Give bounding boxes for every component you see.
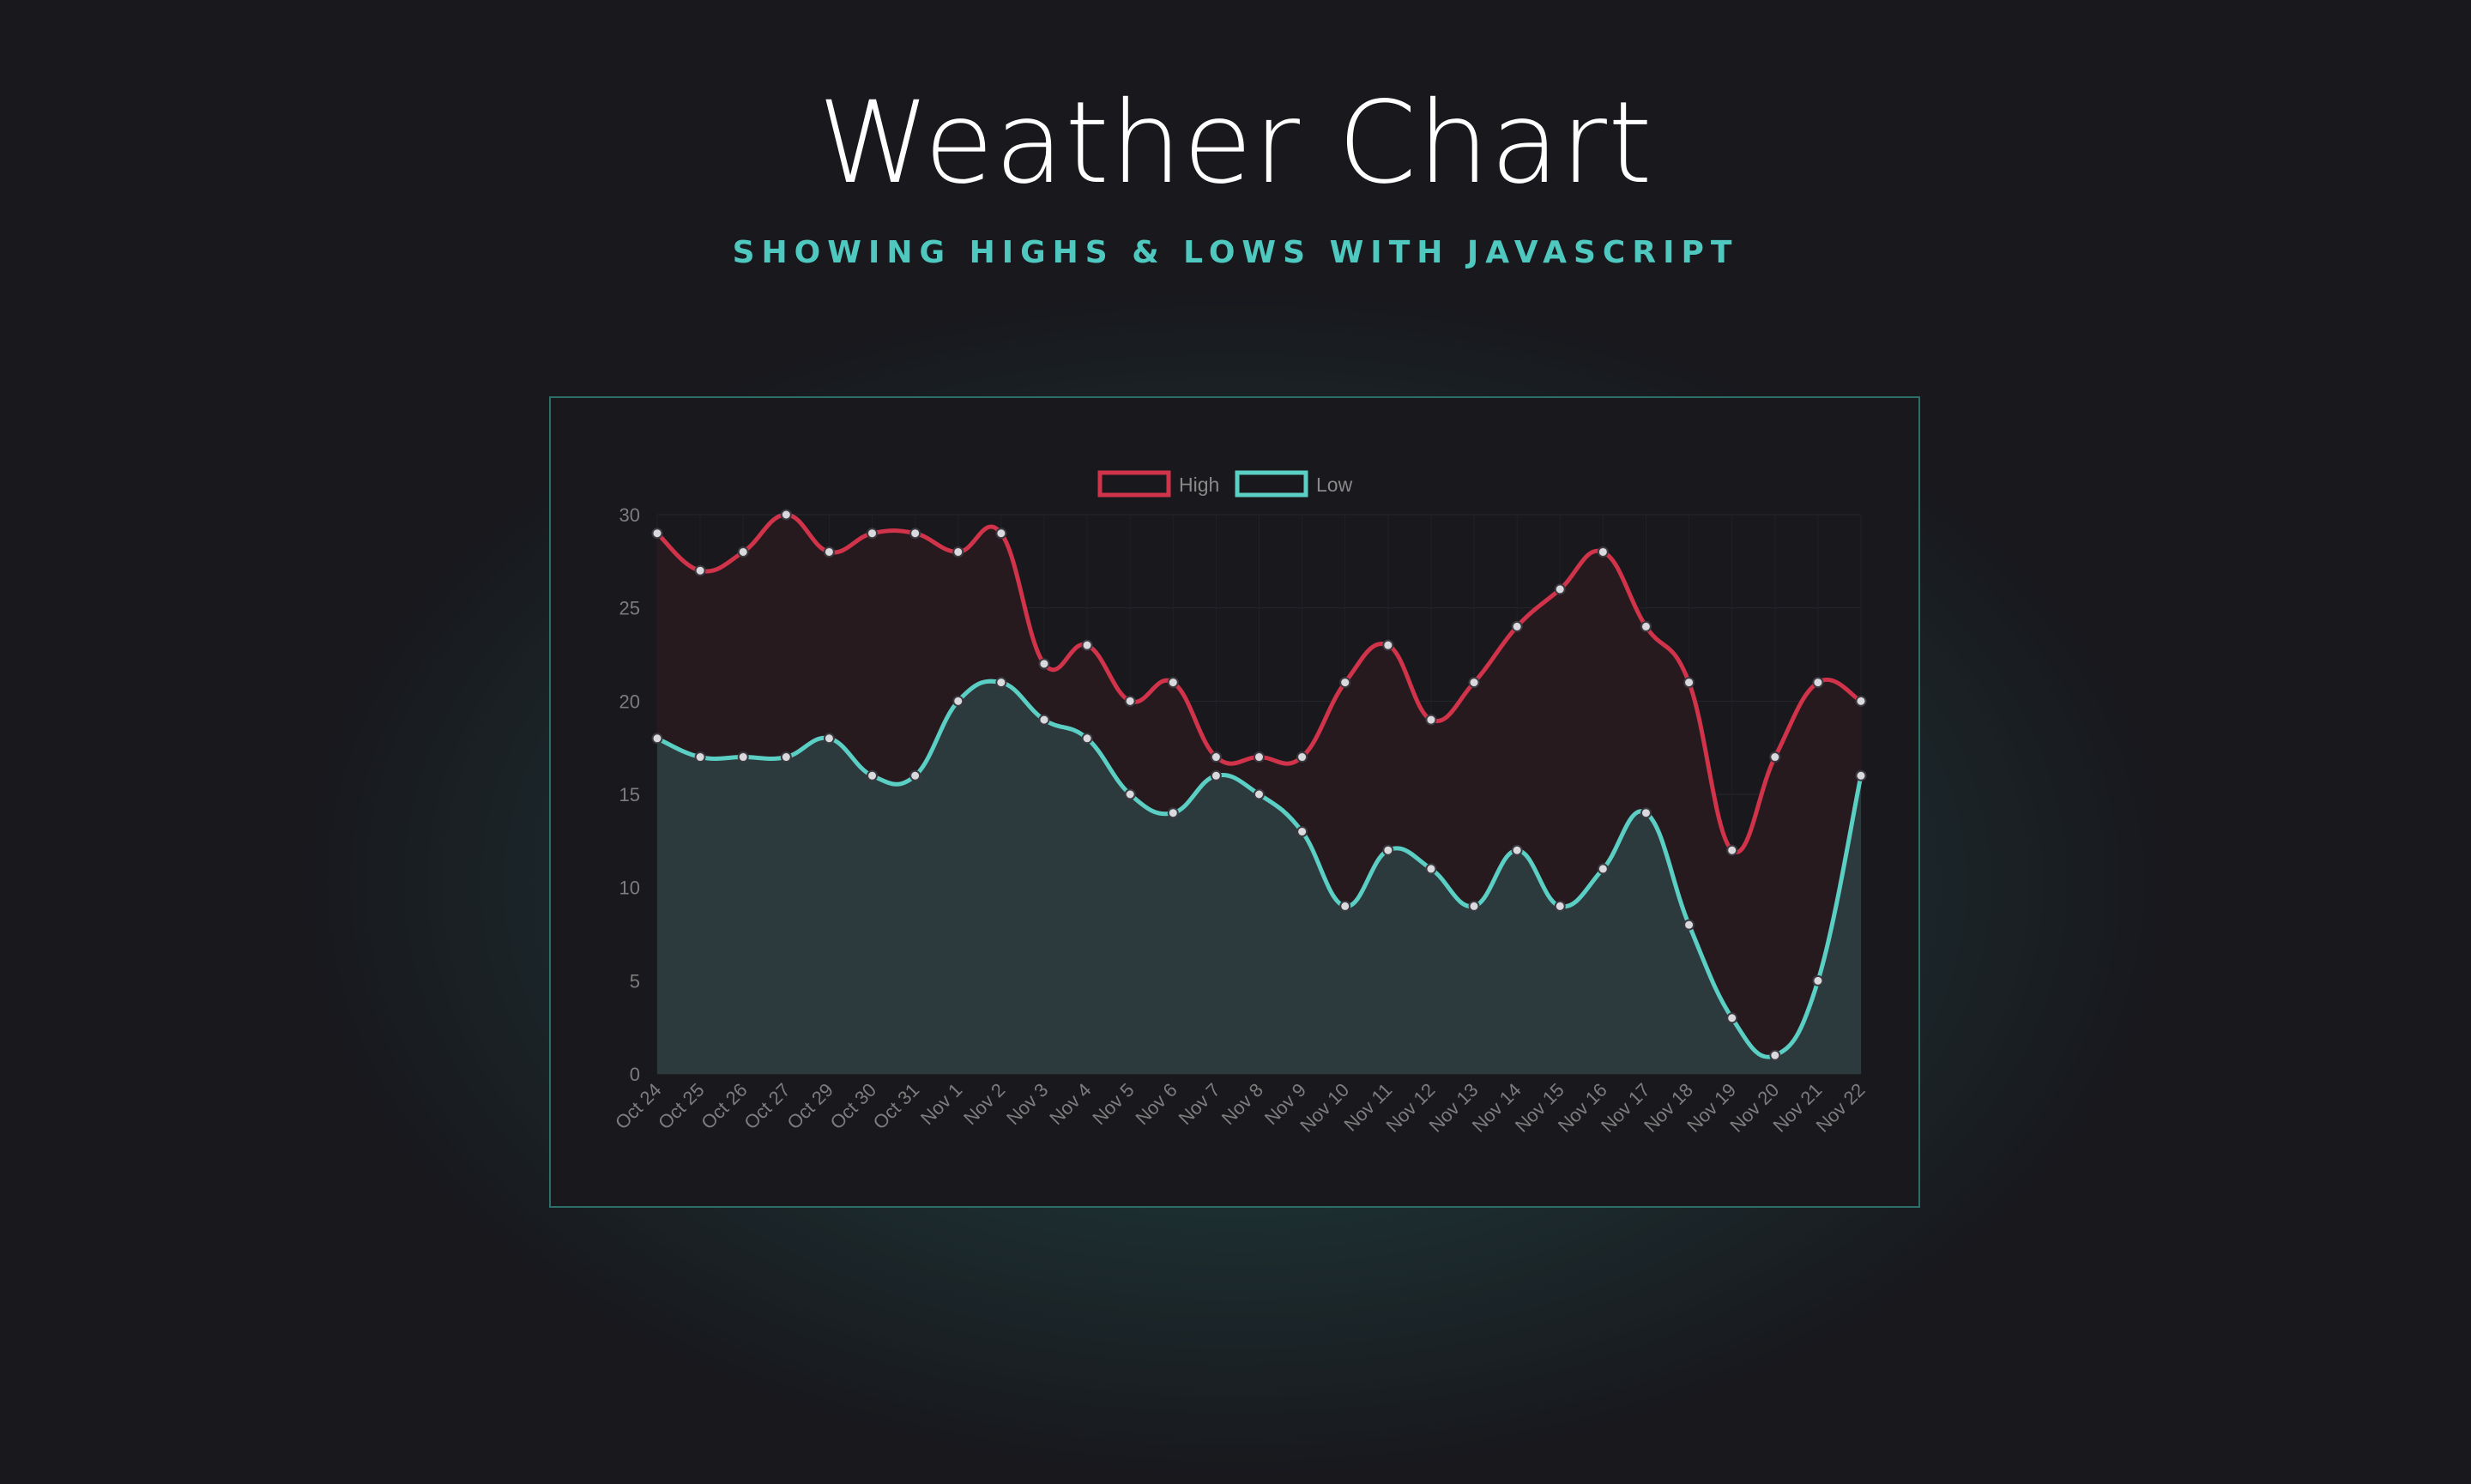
data-point-low <box>1382 844 1394 856</box>
y-tick-label: 10 <box>619 878 640 899</box>
data-point-high <box>1812 677 1824 689</box>
data-point-high <box>1855 695 1867 707</box>
data-point-high <box>1511 620 1523 632</box>
data-point-low <box>1339 900 1351 912</box>
y-tick-label: 30 <box>619 504 640 526</box>
data-point-low <box>952 695 964 707</box>
data-point-high <box>952 546 964 558</box>
data-point-high <box>1640 620 1652 632</box>
data-point-low <box>1124 788 1136 800</box>
data-point-low <box>1554 900 1566 912</box>
data-points <box>651 509 1867 1061</box>
x-tick-label: Nov 8 <box>1217 1079 1267 1129</box>
data-point-low <box>1167 807 1179 819</box>
data-point-low <box>737 751 749 763</box>
data-point-low <box>1468 900 1480 912</box>
data-point-high <box>1296 751 1308 763</box>
data-point-low <box>1597 863 1609 875</box>
data-point-low <box>1855 769 1867 781</box>
data-point-high <box>1683 677 1695 689</box>
data-point-high <box>995 528 1007 540</box>
data-point-high <box>1081 639 1093 651</box>
data-point-low <box>651 733 663 745</box>
data-point-high <box>780 509 792 521</box>
x-tick-label: Nov 7 <box>1175 1079 1224 1129</box>
data-point-high <box>694 564 706 576</box>
legend-label-high: High <box>1179 474 1219 496</box>
data-point-low <box>823 733 835 745</box>
x-tick-label: Oct 29 <box>782 1079 837 1134</box>
data-point-low <box>1511 844 1523 856</box>
x-tick-label: Nov 10 <box>1296 1079 1353 1137</box>
data-point-high <box>1167 677 1179 689</box>
data-point-low <box>1769 1049 1781 1061</box>
y-tick-label: 20 <box>619 691 640 712</box>
data-point-high <box>1769 751 1781 763</box>
data-point-high <box>1382 639 1394 651</box>
y-tick-label: 0 <box>630 1064 640 1085</box>
page-subtitle: SHOWING HIGHS & LOWS WITH JAVASCRIPT <box>732 235 1739 270</box>
x-tick-label: Nov 1 <box>916 1079 966 1129</box>
y-tick-label: 15 <box>619 784 640 805</box>
data-point-low <box>694 751 706 763</box>
data-point-high <box>823 546 835 558</box>
legend-label-low: Low <box>1316 474 1353 496</box>
data-point-low <box>1254 788 1265 800</box>
data-point-high <box>1210 751 1222 763</box>
data-point-high <box>1038 658 1050 670</box>
data-point-high <box>1254 751 1265 763</box>
data-point-high <box>1597 546 1609 558</box>
x-tick-label: Nov 22 <box>1812 1079 1870 1137</box>
data-point-low <box>1683 919 1695 931</box>
page-title: Weather Chart <box>818 77 1653 209</box>
x-tick-label: Nov 2 <box>959 1079 1009 1129</box>
data-point-low <box>1812 974 1824 986</box>
x-tick-label: Oct 25 <box>654 1079 709 1134</box>
data-point-low <box>995 677 1007 689</box>
data-point-low <box>1296 825 1308 837</box>
x-tick-label: Nov 4 <box>1045 1079 1095 1129</box>
y-axis-ticks: 0 5 10 15 20 25 30 <box>619 504 640 1085</box>
data-point-high <box>867 528 879 540</box>
data-point-high <box>651 528 663 540</box>
x-tick-label: Oct 31 <box>869 1079 924 1134</box>
x-tick-label: Nov 3 <box>1002 1079 1052 1129</box>
x-tick-label: Oct 27 <box>740 1079 794 1134</box>
data-point-high <box>1554 583 1566 595</box>
data-point-high <box>1726 844 1738 856</box>
area-fill-low <box>657 681 1861 1074</box>
x-tick-label: Nov 6 <box>1131 1079 1181 1129</box>
legend-swatch-low <box>1235 470 1308 498</box>
data-point-low <box>780 751 792 763</box>
chart-legend: High Low <box>1097 470 1353 498</box>
data-point-low <box>1640 807 1652 819</box>
data-point-high <box>909 528 921 540</box>
data-point-low <box>909 769 921 781</box>
data-point-low <box>1210 769 1222 781</box>
x-tick-label: Nov 5 <box>1088 1079 1138 1129</box>
data-point-high <box>1124 695 1136 707</box>
data-point-low <box>1726 1012 1738 1024</box>
y-tick-label: 25 <box>619 598 640 619</box>
data-point-high <box>737 546 749 558</box>
data-point-low <box>1081 733 1093 745</box>
legend-swatch-high <box>1097 470 1171 498</box>
x-tick-label: Oct 24 <box>611 1079 666 1134</box>
data-point-low <box>867 769 879 781</box>
data-point-low <box>1038 714 1050 726</box>
chart-card: 0 5 10 15 20 25 30 Oct 24 Oct 25 Oct 26 Oct 27 Oct… <box>549 396 1920 1208</box>
data-point-low <box>1425 863 1437 875</box>
data-point-high <box>1339 677 1351 689</box>
data-point-high <box>1425 714 1437 726</box>
x-tick-label: Oct 30 <box>826 1079 881 1134</box>
y-tick-label: 5 <box>630 970 640 992</box>
data-point-high <box>1468 677 1480 689</box>
x-tick-label: Oct 26 <box>697 1079 752 1134</box>
